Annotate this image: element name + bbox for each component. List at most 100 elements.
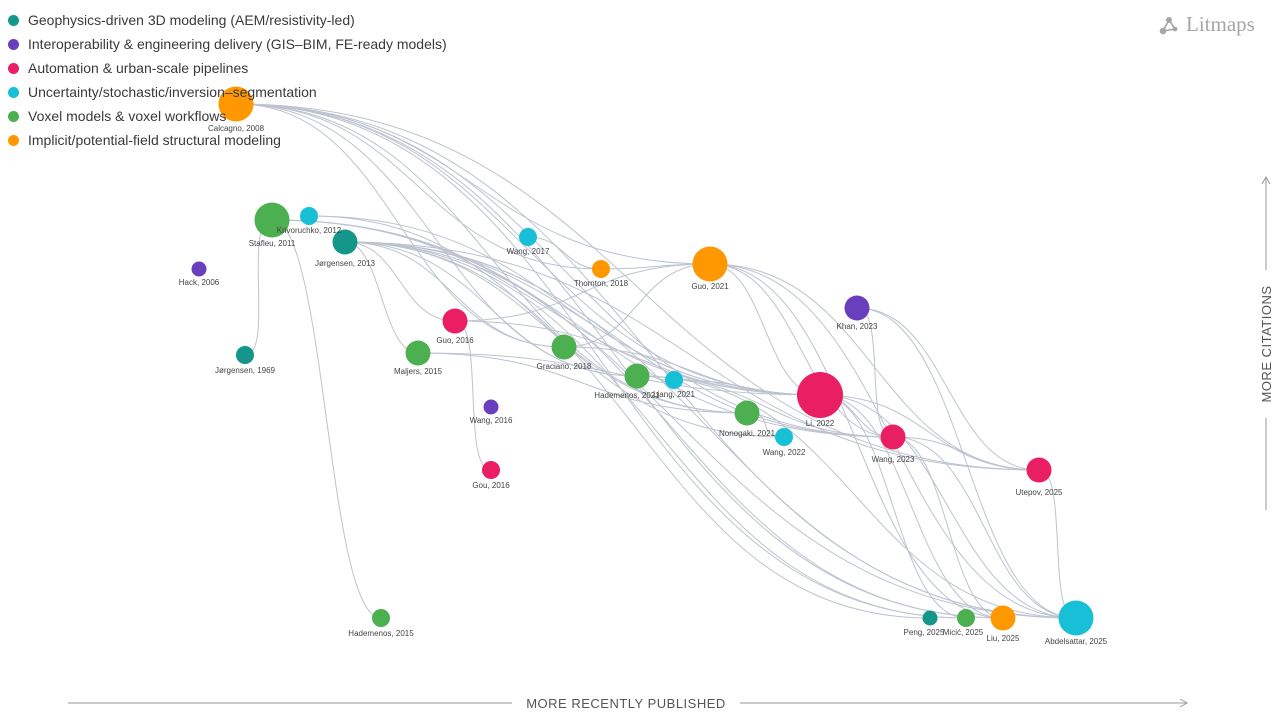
citation-link bbox=[892, 436, 1077, 619]
paper-label-wang2023: Wang, 2023 bbox=[872, 455, 915, 464]
citation-link bbox=[308, 215, 785, 438]
citation-link bbox=[709, 263, 1004, 619]
paper-label-liu2025: Liu, 2025 bbox=[987, 634, 1020, 643]
citation-link bbox=[454, 263, 711, 322]
y-axis-label: MORE CITATIONS bbox=[1259, 285, 1274, 402]
legend-item[interactable]: Implicit/potential-field structural mode… bbox=[8, 128, 447, 152]
citation-link bbox=[344, 241, 456, 322]
citation-link bbox=[235, 103, 967, 619]
legend-label: Voxel models & voxel workflows bbox=[28, 108, 227, 124]
paper-node-wang2017[interactable] bbox=[519, 228, 537, 246]
paper-label-krivoruchko2012: Krivoruchko, 2012 bbox=[277, 226, 342, 235]
citation-link bbox=[819, 394, 1004, 619]
citation-link bbox=[527, 236, 602, 270]
paper-node-khan2023[interactable] bbox=[844, 295, 870, 321]
citation-links bbox=[235, 103, 1077, 619]
citation-link bbox=[856, 307, 1077, 619]
citation-link bbox=[235, 103, 602, 270]
paper-label-thornton2018: Thornton, 2018 bbox=[574, 279, 629, 288]
paper-node-wang2022[interactable] bbox=[775, 428, 793, 446]
paper-node-wang2016[interactable] bbox=[483, 399, 499, 415]
paper-label-abdelsattar2025: Abdelsattar, 2025 bbox=[1045, 637, 1108, 646]
paper-node-stafleu2011[interactable] bbox=[254, 202, 290, 238]
paper-node-liang2021[interactable] bbox=[665, 371, 683, 389]
citation-link bbox=[235, 103, 894, 438]
legend-color-dot bbox=[8, 110, 19, 122]
paper-node-calcagno2008[interactable] bbox=[218, 86, 254, 122]
y-axis-arrow-icon bbox=[1261, 175, 1271, 185]
paper-label-wang2017: Wang, 2017 bbox=[507, 247, 550, 256]
citation-link bbox=[235, 103, 1004, 619]
citation-link bbox=[271, 219, 382, 619]
citation-link bbox=[344, 241, 1077, 619]
paper-node-abdelsattar2025[interactable] bbox=[1058, 600, 1094, 636]
paper-node-guo2021[interactable] bbox=[692, 246, 728, 282]
paper-label-li2022: Li, 2022 bbox=[806, 419, 835, 428]
citation-link bbox=[344, 241, 967, 619]
paper-label-wang2022: Wang, 2022 bbox=[763, 448, 806, 457]
citation-link bbox=[417, 352, 748, 414]
paper-label-maljers2015: Maljers, 2015 bbox=[394, 367, 443, 376]
legend-color-dot bbox=[8, 62, 19, 74]
citation-link bbox=[563, 263, 711, 348]
paper-label-micic2025: Micić, 2025 bbox=[943, 628, 984, 637]
citation-link bbox=[856, 307, 1040, 471]
paper-node-guo2016[interactable] bbox=[442, 308, 468, 334]
legend-item[interactable]: Geophysics-driven 3D modeling (AEM/resis… bbox=[8, 8, 447, 32]
paper-node-utepov2025[interactable] bbox=[1026, 457, 1052, 483]
legend-item[interactable]: Voxel models & voxel workflows bbox=[8, 104, 447, 128]
paper-node-nonogaki2021[interactable] bbox=[734, 400, 760, 426]
citation-link bbox=[235, 103, 1040, 471]
paper-node-jorgensen2013[interactable] bbox=[332, 229, 358, 255]
paper-label-calcagno2008: Calcagno, 2008 bbox=[208, 124, 265, 133]
paper-node-krivoruchko2012[interactable] bbox=[300, 207, 318, 225]
citation-link bbox=[892, 436, 1040, 471]
legend-label: Automation & urban-scale pipelines bbox=[28, 60, 249, 76]
paper-node-gou2016[interactable] bbox=[482, 461, 500, 479]
legend-color-dot bbox=[8, 14, 19, 26]
paper-node-jorgensen1969[interactable] bbox=[236, 346, 254, 364]
citation-link bbox=[454, 320, 821, 396]
paper-label-jorgensen2013: Jørgensen, 2013 bbox=[315, 259, 376, 268]
litmaps-logo-icon bbox=[1159, 16, 1178, 34]
paper-node-maljers2015[interactable] bbox=[405, 340, 431, 366]
paper-label-nonogaki2021: Nonogaki, 2021 bbox=[719, 429, 776, 438]
paper-node-liu2025[interactable] bbox=[990, 605, 1016, 631]
paper-label-utepov2025: Utepov, 2025 bbox=[1016, 488, 1064, 497]
paper-node-hack2006[interactable] bbox=[191, 261, 207, 277]
paper-label-wang2016: Wang, 2016 bbox=[470, 416, 513, 425]
paper-node-wang2023[interactable] bbox=[880, 424, 906, 450]
citation-link bbox=[892, 436, 1004, 619]
x-axis-label: MORE RECENTLY PUBLISHED bbox=[526, 696, 726, 711]
citation-link bbox=[344, 241, 1040, 471]
paper-node-thornton2018[interactable] bbox=[592, 260, 610, 278]
paper-nodes bbox=[191, 86, 1094, 636]
citation-link bbox=[271, 219, 1077, 619]
paper-node-peng2025[interactable] bbox=[922, 610, 938, 626]
paper-node-micic2025[interactable] bbox=[957, 609, 975, 627]
legend-label: Interoperability & engineering delivery … bbox=[28, 36, 447, 52]
paper-label-hademenos2021: Hademenos, 2021 bbox=[594, 391, 660, 400]
litmaps-logo-text: Litmaps bbox=[1186, 12, 1255, 36]
legend-item[interactable]: Uncertainty/stochastic/inversion–segment… bbox=[8, 80, 447, 104]
legend-item[interactable]: Automation & urban-scale pipelines bbox=[8, 56, 447, 80]
paper-labels: Calcagno, 2008 Stafleu, 2011 Krivoruchko, … bbox=[179, 124, 1108, 646]
litmaps-logo[interactable]: Litmaps bbox=[1158, 12, 1255, 37]
paper-label-gou2016: Gou, 2016 bbox=[472, 481, 510, 490]
legend-item[interactable]: Interoperability & engineering delivery … bbox=[8, 32, 447, 56]
paper-node-hademenos2015[interactable] bbox=[372, 609, 390, 627]
citation-link bbox=[235, 103, 821, 396]
paper-label-hademenos2015: Hademenos, 2015 bbox=[348, 629, 414, 638]
legend-label: Uncertainty/stochastic/inversion–segment… bbox=[28, 84, 317, 100]
paper-node-hademenos2021[interactable] bbox=[624, 363, 650, 389]
paper-node-li2022[interactable] bbox=[797, 372, 843, 418]
citation-link bbox=[344, 241, 565, 348]
paper-label-liang2021: Liang, 2021 bbox=[653, 390, 695, 399]
legend-color-dot bbox=[8, 134, 19, 146]
citation-link bbox=[819, 394, 967, 619]
paper-node-graciano2018[interactable] bbox=[551, 334, 577, 360]
paper-label-stafleu2011: Stafleu, 2011 bbox=[249, 239, 296, 248]
citation-link bbox=[636, 375, 1077, 619]
paper-label-graciano2018: Graciano, 2018 bbox=[537, 362, 592, 371]
